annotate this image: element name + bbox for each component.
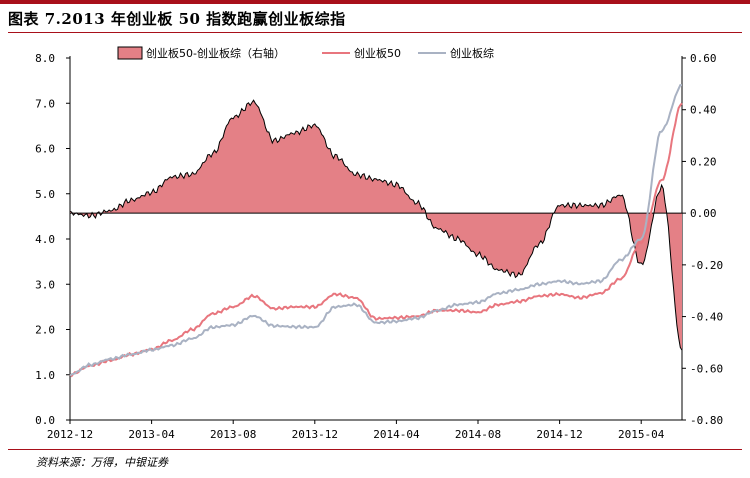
x-tick-label: 2014-08 <box>455 428 501 441</box>
y-right-tick-label: 0.60 <box>690 52 717 65</box>
y-left-tick-label: 4.0 <box>35 233 55 246</box>
legend-label-cybz: 创业板综 <box>450 46 494 60</box>
x-tick-label: 2013-08 <box>210 428 256 441</box>
legend-label-cyb50: 创业板50 <box>354 46 401 60</box>
series-spread-area <box>70 100 682 351</box>
y-left-tick-label: 1.0 <box>35 369 55 382</box>
y-right-tick-label: 0.20 <box>690 155 717 168</box>
x-tick-label: 2012-12 <box>47 428 93 441</box>
y-right-tick-label: 0.40 <box>690 104 717 117</box>
y-left-tick-label: 2.0 <box>35 324 55 337</box>
x-tick-label: 2014-12 <box>536 428 582 441</box>
chart-title: 图表 7.2013 年创业板 50 指数跑赢创业板综指 <box>8 10 346 28</box>
series-cybz-line <box>69 84 682 377</box>
top-accent-bar <box>0 0 750 4</box>
legend: 创业板50-创业板综（右轴） 创业板50 创业板综 <box>117 46 494 60</box>
y-left-tick-label: 3.0 <box>35 278 55 291</box>
y-right-tick-label: 0.00 <box>690 207 717 220</box>
x-tick-label: 2013-12 <box>292 428 338 441</box>
x-tick-label: 2014-04 <box>373 428 420 441</box>
source-note: 资料来源：万得，中银证券 <box>36 456 168 469</box>
series-cyb50-line <box>69 102 683 378</box>
legend-swatch-spread <box>117 46 143 60</box>
x-tick-label: 2013-04 <box>128 428 175 441</box>
y-left-tick-label: 7.0 <box>35 97 55 110</box>
bottom-divider <box>8 449 742 450</box>
legend-label-spread: 创业板50-创业板综（右轴） <box>146 46 285 60</box>
y-left-tick-label: 5.0 <box>35 188 55 201</box>
y-left-tick-label: 0.0 <box>35 414 55 427</box>
series-spread-outline <box>69 99 683 351</box>
y-right-tick-label: -0.80 <box>690 414 723 427</box>
y-right-tick-label: -0.20 <box>690 259 723 272</box>
x-tick-label: 2015-04 <box>618 428 665 441</box>
y-right-tick-label: -0.60 <box>690 362 723 375</box>
title-divider <box>8 32 742 33</box>
y-left-tick-label: 8.0 <box>35 52 55 65</box>
y-left-tick-label: 6.0 <box>35 143 55 156</box>
y-right-tick-label: -0.40 <box>690 311 723 324</box>
